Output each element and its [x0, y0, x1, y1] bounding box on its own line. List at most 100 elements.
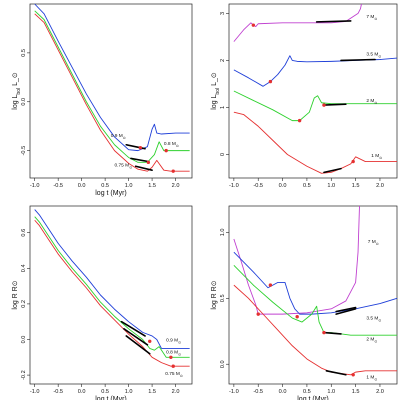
x-tick-label: 0.5	[101, 183, 109, 189]
y-tick-label: -0.5	[21, 146, 27, 156]
series-label: 2 M⊙	[366, 336, 377, 343]
track-segment	[325, 370, 347, 376]
y-tick-label: 0.0	[21, 336, 27, 344]
x-tick-label: 1.0	[125, 183, 133, 189]
x-tick-label: 1.5	[148, 183, 156, 189]
series-label: 3.5 M⊙	[366, 315, 381, 322]
y-tick-label: 2	[220, 59, 226, 62]
track-segment	[323, 167, 342, 174]
data-point	[138, 145, 143, 150]
track-segment	[134, 165, 153, 171]
series-line	[233, 251, 398, 315]
y-tick-label: 0.2	[21, 300, 27, 308]
x-tick-label: 0.0	[78, 183, 86, 189]
x-tick-label: 2.0	[172, 389, 180, 395]
x-tick-label: 2.0	[376, 183, 384, 189]
series-line	[34, 3, 190, 152]
y-axis-label: log R R⊙	[12, 280, 19, 309]
data-point	[295, 315, 299, 319]
track-segment	[323, 103, 347, 106]
x-tick-label: -0.5	[253, 183, 263, 189]
plot-frame	[29, 205, 193, 385]
track-segment	[315, 20, 352, 23]
x-axis-label: log t (Myr)	[95, 396, 127, 400]
track-segment	[323, 331, 342, 335]
plot-frame	[29, 3, 193, 179]
y-tick-label: 1	[220, 106, 226, 109]
series-line	[34, 209, 190, 349]
data-point	[146, 160, 151, 165]
series-line	[233, 284, 397, 376]
x-axis-label: log t (Myr)	[95, 190, 127, 197]
y-tick-label: 3	[220, 12, 226, 15]
track-segment	[335, 308, 357, 315]
series-label: 0.75 M⊙	[115, 162, 133, 169]
series-label: 2 M⊙	[366, 98, 377, 105]
series-line	[233, 111, 397, 174]
x-tick-label: 0.0	[279, 389, 287, 395]
y-tick-label: 0.5	[220, 294, 226, 302]
panel-3: -1.0 -0.5 0.0 0.5 1.0 1.5 2.0 0.6 0.4 0.2 0.0 -0.2 l…	[12, 205, 193, 400]
series-line	[34, 219, 190, 367]
x-tick-label: 1.0	[327, 183, 335, 189]
data-point	[251, 23, 256, 27]
y-tick-label: 0.0	[220, 360, 226, 368]
y-tick-label: 0	[220, 153, 226, 156]
y-tick-label: 0.5	[21, 49, 27, 57]
series-label: 7 M⊙	[366, 14, 377, 21]
series-line	[34, 216, 190, 358]
track-segment	[125, 335, 151, 355]
series-label: 3.5 M⊙	[366, 52, 381, 59]
track-segment	[335, 306, 357, 313]
series-line	[233, 205, 360, 315]
x-tick-label: -1.0	[30, 389, 40, 395]
x-tick-label: 1.0	[125, 389, 133, 395]
x-tick-label: -1.0	[30, 183, 40, 189]
series-line	[233, 90, 397, 122]
data-point	[169, 355, 173, 359]
data-point	[268, 79, 273, 84]
series-line	[233, 265, 397, 336]
y-tick-label: 0.6	[21, 229, 27, 237]
x-tick-label: -1.0	[229, 183, 239, 189]
track-segment	[340, 58, 376, 62]
series-label: 0.9 M⊙	[111, 133, 126, 140]
data-point	[268, 283, 273, 287]
x-tick-label: 2.0	[172, 183, 180, 189]
data-point	[322, 103, 326, 107]
series-label: 0.8 M⊙	[166, 350, 181, 357]
x-tick-label: 1.0	[327, 389, 335, 395]
data-point	[256, 312, 260, 316]
x-tick-label: 2.0	[376, 389, 384, 395]
x-tick-label: 0.0	[279, 183, 287, 189]
panel-2: -1.0 -0.5 0.0 0.5 1.0 1.5 2.0 3 2 1 0 log Lbol L_⊙ 7…	[211, 3, 398, 189]
x-tick-label: -0.5	[53, 389, 63, 395]
series-line	[34, 10, 190, 163]
y-axis-label: log Lbol L_⊙	[12, 72, 22, 110]
y-axis-label: log Lbol L_⊙	[211, 72, 221, 110]
series-label: 0.9 M⊙	[166, 337, 181, 344]
x-tick-label: -0.5	[253, 389, 263, 395]
data-point	[171, 364, 175, 368]
x-axis-label: log t (Myr)	[297, 396, 329, 400]
series-line	[34, 13, 190, 172]
x-tick-label: 0.0	[78, 389, 86, 395]
y-axis-label: log R R⊙	[211, 280, 218, 309]
panel-1: -1.0 -0.5 0.0 0.5 1.0 1.5 2.0 0.5 0.0 -0.5 log t (…	[12, 3, 193, 197]
y-tick-label: 1.0	[220, 228, 226, 236]
plot-frame	[228, 205, 398, 385]
x-tick-label: 1.5	[352, 183, 360, 189]
series-label: 0.8 M⊙	[164, 141, 179, 148]
y-tick-label: 0.0	[21, 98, 27, 106]
x-tick-label: -0.5	[53, 183, 63, 189]
track-segment	[125, 143, 146, 150]
x-tick-label: 0.5	[303, 183, 311, 189]
track-segment	[123, 328, 149, 346]
y-tick-label: -0.2	[21, 370, 27, 380]
y-tick-label: 0.4	[21, 264, 27, 272]
series-label: 0.75 M⊙	[165, 371, 183, 378]
x-tick-label: 0.5	[101, 389, 109, 395]
panel-4: -1.0 -0.5 0.0 0.5 1.0 1.5 2.0 1.0 0.5 0.0 log t (M…	[211, 205, 398, 400]
data-point	[322, 330, 326, 335]
